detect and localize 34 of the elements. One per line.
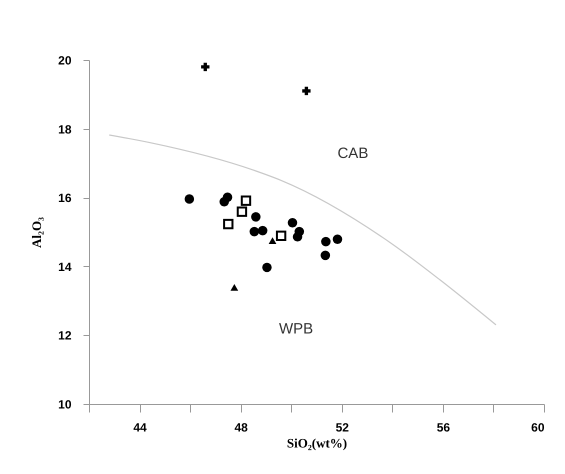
point bbox=[223, 218, 234, 230]
x-tick-label: 48 bbox=[234, 420, 248, 434]
point bbox=[292, 232, 302, 242]
point bbox=[302, 86, 311, 96]
y-tick-label: 14 bbox=[58, 260, 72, 274]
x-tick-label: 44 bbox=[133, 420, 148, 434]
point bbox=[276, 230, 286, 241]
point bbox=[288, 218, 298, 228]
point bbox=[250, 226, 260, 236]
point bbox=[236, 206, 248, 217]
point bbox=[262, 262, 272, 272]
point bbox=[320, 250, 330, 260]
x-axis-title: SiO₂(wt%) bbox=[286, 436, 348, 450]
point bbox=[251, 212, 261, 222]
y-tick-label: 10 bbox=[58, 398, 72, 412]
point bbox=[268, 237, 276, 244]
y-tick-label: 16 bbox=[58, 191, 72, 206]
x-tick-label: 60 bbox=[531, 420, 545, 434]
point bbox=[332, 234, 342, 244]
point bbox=[184, 194, 194, 204]
annotation: WPB bbox=[278, 320, 314, 338]
y-tick-label: 12 bbox=[58, 328, 72, 343]
y-axis-title: Al₂O₃ bbox=[29, 216, 44, 248]
y-tick-label: 18 bbox=[58, 122, 72, 136]
point bbox=[321, 236, 331, 246]
annotation: CAB bbox=[337, 144, 368, 162]
x-tick-label: 56 bbox=[436, 420, 450, 434]
x-tick-label: 52 bbox=[336, 420, 350, 434]
point bbox=[222, 192, 232, 202]
point bbox=[240, 196, 252, 206]
point bbox=[230, 284, 238, 291]
point bbox=[258, 226, 268, 236]
y-tick-label: 20 bbox=[58, 54, 72, 68]
point bbox=[201, 62, 210, 72]
